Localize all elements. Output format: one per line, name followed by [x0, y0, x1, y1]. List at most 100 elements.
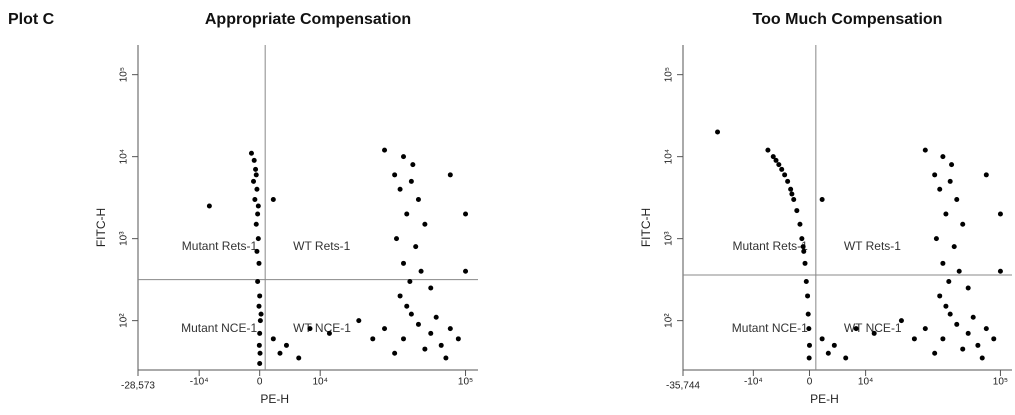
- event-point: [404, 303, 410, 309]
- event-point: [937, 293, 943, 299]
- event-point: [447, 172, 453, 178]
- event-point: [940, 260, 946, 266]
- plot-label: Plot C: [8, 11, 55, 28]
- event-point: [407, 279, 413, 285]
- event-point: [779, 166, 785, 172]
- event-point: [410, 162, 416, 168]
- event-point: [965, 285, 971, 291]
- event-point: [788, 186, 794, 192]
- y-tick-label: 10²: [119, 313, 130, 328]
- event-point: [392, 172, 398, 178]
- event-point: [871, 330, 877, 336]
- event-point: [438, 342, 444, 348]
- event-point: [797, 221, 803, 227]
- event-point: [370, 336, 376, 342]
- event-point: [397, 293, 403, 299]
- event-point: [257, 361, 263, 367]
- y-tick-label: 10⁵: [664, 67, 675, 82]
- event-point: [715, 129, 721, 135]
- event-point: [800, 244, 806, 250]
- event-point: [255, 236, 261, 242]
- event-point: [463, 268, 469, 274]
- event-point: [922, 147, 928, 153]
- event-point: [983, 172, 989, 178]
- chart-title: Too Much Compensation: [753, 11, 943, 28]
- event-point: [258, 311, 264, 317]
- event-point: [418, 268, 424, 274]
- event-point: [951, 244, 957, 250]
- quadrant-label: Mutant NCE-1: [732, 321, 808, 335]
- event-point: [794, 208, 800, 214]
- x-tick-label: 10⁴: [312, 377, 327, 388]
- event-point: [415, 197, 421, 203]
- quadrant-label: WT NCE-1: [844, 321, 902, 335]
- event-point: [277, 350, 283, 356]
- event-point: [206, 203, 212, 209]
- event-point: [255, 211, 261, 217]
- event-point: [251, 157, 257, 163]
- event-point: [803, 279, 809, 285]
- x-tick-label: 0: [257, 377, 263, 388]
- event-point: [413, 244, 419, 250]
- event-point: [257, 350, 263, 356]
- event-point: [443, 355, 449, 361]
- event-point: [326, 330, 332, 336]
- event-point: [253, 166, 259, 172]
- event-point: [943, 211, 949, 217]
- event-point: [408, 178, 414, 184]
- event-point: [256, 260, 262, 266]
- event-point: [806, 355, 812, 361]
- event-point: [947, 178, 953, 184]
- event-point: [256, 342, 262, 348]
- event-point: [960, 221, 966, 227]
- quadrant-label: WT Rets-1: [844, 239, 901, 253]
- event-point: [253, 172, 259, 178]
- event-point: [356, 318, 362, 324]
- event-point: [970, 314, 976, 320]
- event-point: [949, 162, 955, 168]
- x-tick-label: 10⁵: [458, 377, 473, 388]
- quadrant-label: Mutant Rets-1: [182, 239, 258, 253]
- event-point: [799, 236, 805, 242]
- y-tick-label: 10⁵: [119, 67, 130, 82]
- event-point: [404, 211, 410, 217]
- event-point: [843, 355, 849, 361]
- event-point: [248, 150, 254, 156]
- event-point: [940, 336, 946, 342]
- event-point: [853, 326, 859, 332]
- x-tick-label: -10⁴: [190, 377, 209, 388]
- y-tick-label: 10⁴: [119, 149, 130, 164]
- event-point: [296, 355, 302, 361]
- event-point: [401, 260, 407, 266]
- event-point: [270, 197, 276, 203]
- y-tick-label: 10⁴: [664, 149, 675, 164]
- event-point: [455, 336, 461, 342]
- x-axis-label: PE-H: [810, 392, 839, 406]
- event-point: [932, 172, 938, 178]
- y-axis-label: FITC-H: [639, 208, 653, 247]
- event-point: [922, 326, 928, 332]
- quadrant-label: Mutant Rets-1: [732, 239, 808, 253]
- event-point: [940, 154, 946, 160]
- event-point: [946, 279, 952, 285]
- event-point: [943, 303, 949, 309]
- event-point: [770, 154, 776, 160]
- y-axis-label: FITC-H: [94, 208, 108, 247]
- event-point: [956, 268, 962, 274]
- event-point: [776, 162, 782, 168]
- event-point: [991, 336, 997, 342]
- x-tick-label: 10⁵: [993, 377, 1008, 388]
- quadrant-label: WT NCE-1: [293, 321, 351, 335]
- event-point: [773, 157, 779, 163]
- event-point: [428, 285, 434, 291]
- event-point: [791, 197, 797, 203]
- event-point: [805, 311, 811, 317]
- event-point: [898, 318, 904, 324]
- event-point: [954, 321, 960, 327]
- event-point: [806, 326, 812, 332]
- event-point: [397, 186, 403, 192]
- event-point: [254, 186, 260, 192]
- event-point: [825, 350, 831, 356]
- event-point: [831, 342, 837, 348]
